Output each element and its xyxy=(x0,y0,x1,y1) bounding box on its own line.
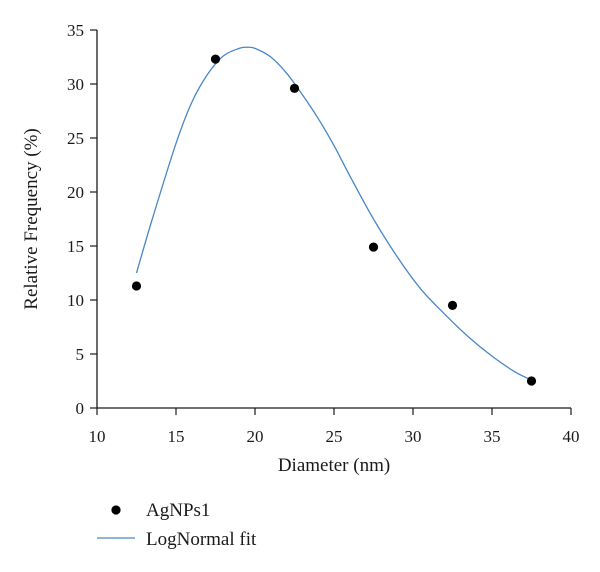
data-point-agnps1 xyxy=(289,83,300,93)
y-tick-label: 0 xyxy=(76,399,85,418)
series-line-lognormal-fit xyxy=(135,46,532,381)
y-tick-label: 30 xyxy=(67,75,84,94)
x-tick-label: 40 xyxy=(563,427,580,446)
y-tick-label: 5 xyxy=(76,345,85,364)
legend-label-lognormal-fit: LogNormal fit xyxy=(146,529,257,550)
axes xyxy=(96,30,571,409)
y-tick-label: 15 xyxy=(67,237,84,256)
y-ticks: 0 5 10 15 20 25 30 35 xyxy=(67,21,97,418)
x-ticks: 10 15 20 25 30 35 40 xyxy=(89,408,580,446)
x-tick-label: 35 xyxy=(484,427,501,446)
legend: AgNPs1 LogNormal fit xyxy=(97,500,257,550)
data-point-agnps1 xyxy=(526,376,537,386)
legend-marker-agnps1 xyxy=(111,505,121,515)
legend-label-agnps1: AgNPs1 xyxy=(146,500,210,521)
y-tick-label: 35 xyxy=(67,21,84,40)
y-axis-label: Relative Frequency (%) xyxy=(21,128,42,309)
y-tick-label: 20 xyxy=(67,183,84,202)
x-tick-label: 25 xyxy=(326,427,343,446)
data-point-agnps1 xyxy=(210,54,221,64)
data-point-agnps1 xyxy=(131,281,142,291)
series-layer xyxy=(131,46,537,386)
y-tick-label: 10 xyxy=(67,291,84,310)
x-tick-label: 20 xyxy=(247,427,264,446)
x-tick-label: 30 xyxy=(405,427,422,446)
x-axis-label: Diameter (nm) xyxy=(278,455,390,476)
x-tick-label: 15 xyxy=(168,427,185,446)
y-tick-label: 25 xyxy=(67,129,84,148)
data-point-agnps1 xyxy=(447,300,458,310)
x-tick-label: 10 xyxy=(89,427,106,446)
data-point-agnps1 xyxy=(368,242,379,252)
